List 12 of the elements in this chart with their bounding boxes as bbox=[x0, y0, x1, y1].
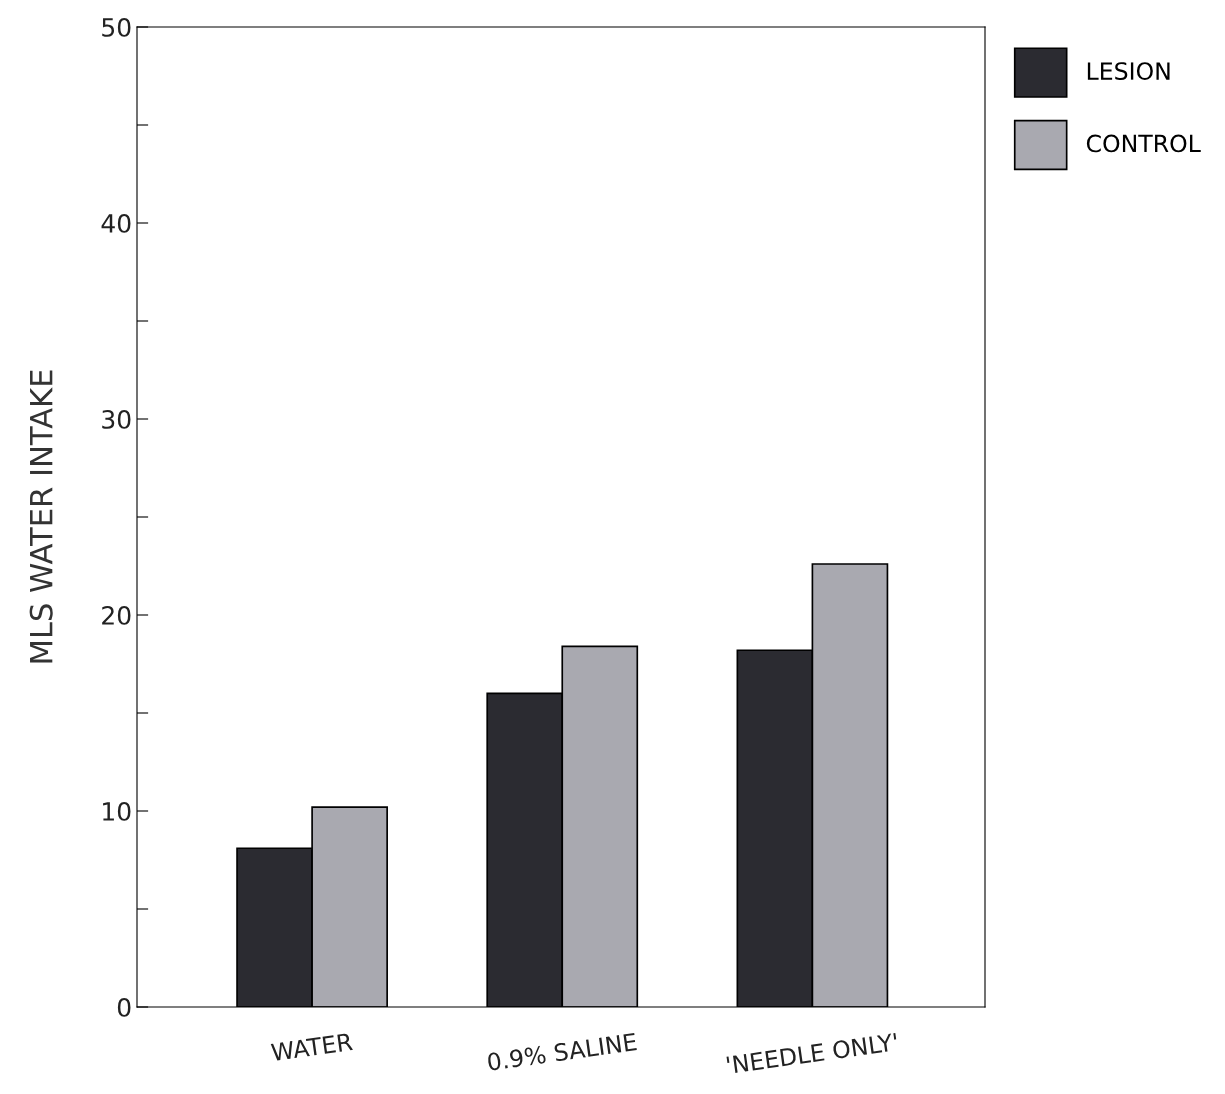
y-tick-label: 30 bbox=[102, 409, 131, 429]
y-tick-label: 10 bbox=[103, 801, 131, 821]
y-axis-title: MLS WATER INTAKE bbox=[29, 370, 53, 663]
y-tick-label: 40 bbox=[101, 213, 131, 233]
x-tick-label: WATER bbox=[270, 1032, 353, 1062]
legend-label: LESION bbox=[1087, 62, 1170, 80]
x-tick-label: 'NEEDLE ONLY' bbox=[726, 1032, 898, 1075]
y-tick-label: 50 bbox=[102, 17, 131, 37]
legend-label: CONTROL bbox=[1086, 134, 1201, 153]
x-tick-label: 0.9% SALINE bbox=[487, 1032, 637, 1072]
y-tick-label: 0 bbox=[117, 997, 131, 1017]
y-tick-label: 20 bbox=[102, 605, 131, 625]
